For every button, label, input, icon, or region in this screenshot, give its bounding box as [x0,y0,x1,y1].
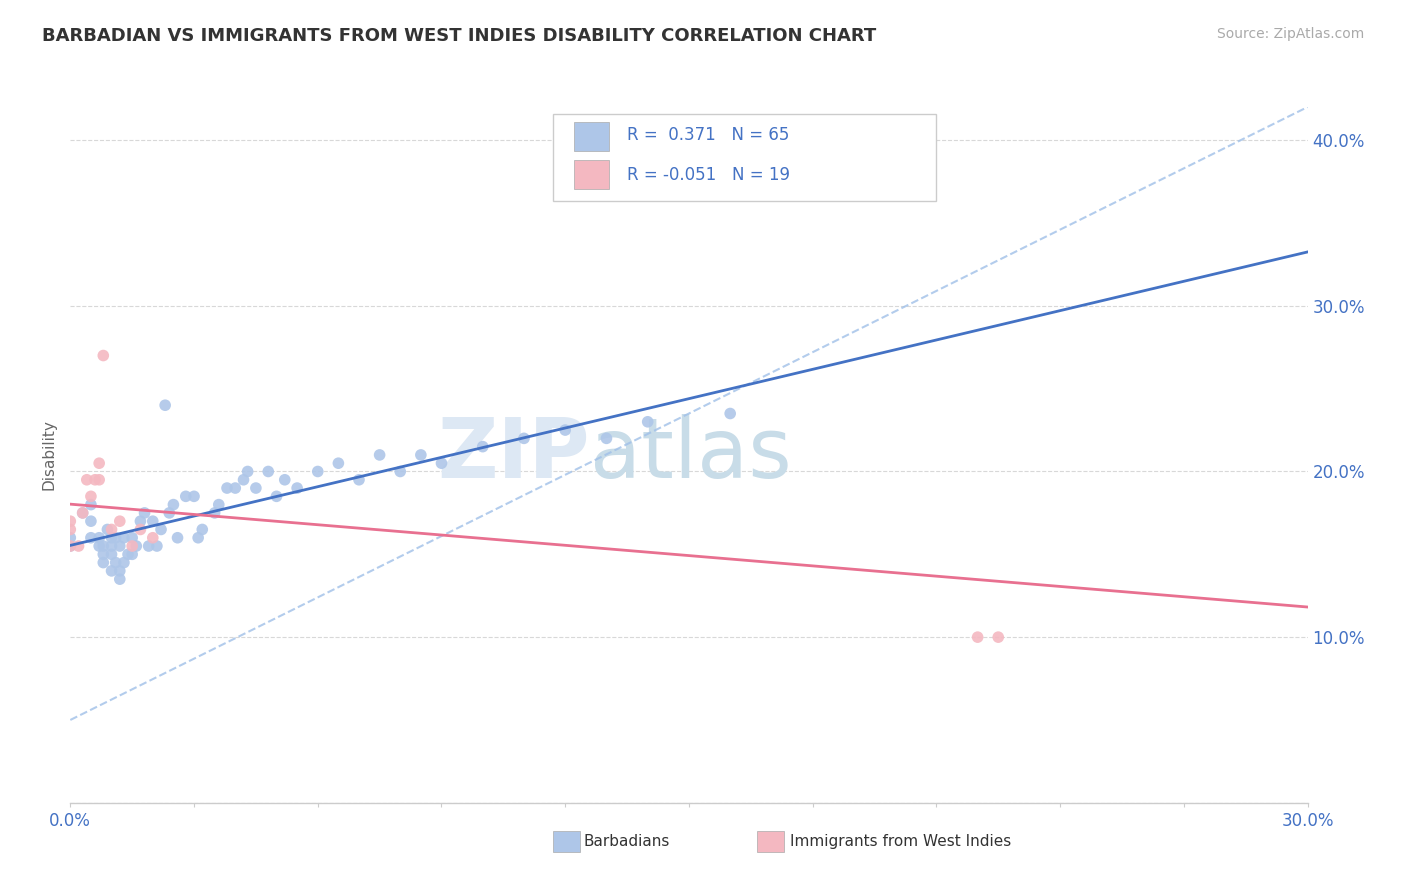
Point [224,481,246,495]
Point [96,523,118,537]
Point [204,506,226,520]
Point [80,531,103,545]
Point [368,448,391,462]
Point [80,498,103,512]
Point [208,498,231,512]
Point [89,539,111,553]
Text: BARBADIAN VS IMMIGRANTS FROM WEST INDIES DISABILITY CORRELATION CHART: BARBADIAN VS IMMIGRANTS FROM WEST INDIES… [42,27,876,45]
Point [108,564,131,578]
Point [100,564,122,578]
Point [153,398,176,412]
Point [72,506,94,520]
Point [100,547,122,561]
Point [191,523,214,537]
Point [104,531,127,545]
Point [59,531,82,545]
Point [91,556,114,570]
Point [142,514,165,528]
Point [1337,523,1360,537]
Point [174,489,197,503]
Point [80,489,103,503]
Point [59,514,82,528]
Point [91,547,114,561]
Point [389,465,412,479]
Text: R = -0.051   N = 19: R = -0.051 N = 19 [627,166,790,184]
Text: Source: ZipAtlas.com: Source: ZipAtlas.com [1216,27,1364,41]
Bar [553,830,581,852]
Point [89,456,111,470]
Point [104,556,127,570]
Point [138,539,160,553]
Point [129,514,152,528]
Point [117,547,139,561]
Point [513,431,536,445]
Point [471,440,494,454]
Point [307,465,329,479]
Point [121,547,143,561]
Point [91,349,114,363]
Point [112,556,135,570]
Point [162,498,184,512]
Point [80,514,103,528]
Point [285,481,308,495]
Point [718,407,741,421]
Point [129,523,152,537]
Point [236,465,259,479]
Point [108,514,131,528]
Point [257,465,280,479]
Point [274,473,297,487]
Point [142,531,165,545]
Point [100,539,122,553]
Point [89,531,111,545]
Point [59,523,82,537]
Point [328,456,350,470]
Point [89,473,111,487]
Text: atlas: atlas [591,415,792,495]
Point [157,506,180,520]
Point [125,539,148,553]
Point [150,523,173,537]
Point [430,456,453,470]
Point [215,481,238,495]
Point [121,531,143,545]
Point [100,523,122,537]
Point [266,489,288,503]
Point [121,539,143,553]
Point [637,415,659,429]
Text: R =  0.371   N = 65: R = 0.371 N = 65 [627,126,789,145]
Point [595,431,617,445]
Point [72,506,94,520]
Point [91,539,114,553]
Point [245,481,267,495]
Y-axis label: Disability: Disability [41,419,56,491]
Point [347,473,370,487]
Bar [574,122,609,151]
Point [409,448,432,462]
Point [100,531,122,545]
Point [966,630,988,644]
Text: Immigrants from West Indies: Immigrants from West Indies [790,833,1012,848]
Point [134,506,156,520]
Point [67,539,90,553]
Point [76,473,98,487]
Point [187,531,209,545]
Point [166,531,188,545]
Point [112,531,135,545]
Point [84,473,107,487]
Bar [756,830,785,852]
Point [59,539,82,553]
Point [987,630,1010,644]
Point [108,572,131,586]
Point [232,473,254,487]
Bar [574,161,609,189]
Point [554,423,576,437]
Point [59,539,82,553]
Point [183,489,205,503]
Point [108,539,131,553]
Point [146,539,169,553]
FancyBboxPatch shape [553,114,936,201]
Text: Barbadians: Barbadians [583,833,671,848]
Text: ZIP: ZIP [437,415,591,495]
